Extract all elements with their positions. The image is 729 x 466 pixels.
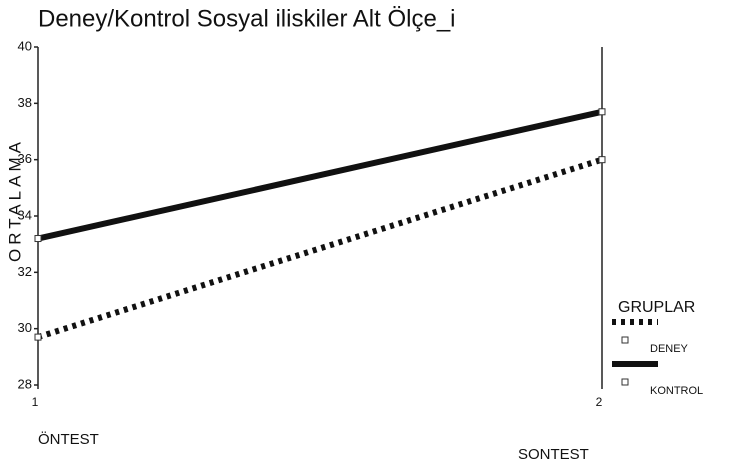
marker — [598, 156, 606, 164]
y-tick-label: 38 — [18, 95, 32, 110]
annotation: SONTEST — [518, 446, 589, 463]
legend-label: KONTROL — [650, 385, 703, 397]
y-axis-label: ORTALAMA — [5, 138, 24, 262]
legend-title: GRUPLAR — [618, 299, 695, 316]
x-tick-label: 2 — [596, 395, 603, 409]
chart-title: Deney/Kontrol Sosyal iliskiler Alt Ölçe_… — [38, 5, 456, 32]
marker — [34, 235, 42, 243]
x-tick-label: 1 — [32, 395, 39, 409]
y-tick-label: 34 — [18, 207, 32, 222]
marker — [598, 108, 606, 116]
y-tick-label: 40 — [18, 38, 32, 53]
line — [37, 108, 603, 242]
y-tick-label: 30 — [18, 320, 32, 335]
legend-label: DENEY — [650, 343, 689, 355]
legend-marker — [621, 378, 629, 386]
marker — [34, 333, 42, 341]
y-tick-label: 36 — [18, 151, 32, 166]
line — [37, 156, 603, 340]
y-tick-label: 32 — [18, 264, 32, 279]
y-tick-label: 28 — [18, 376, 32, 391]
annotation: ÖNTEST — [38, 430, 99, 448]
legend-marker — [621, 336, 629, 344]
